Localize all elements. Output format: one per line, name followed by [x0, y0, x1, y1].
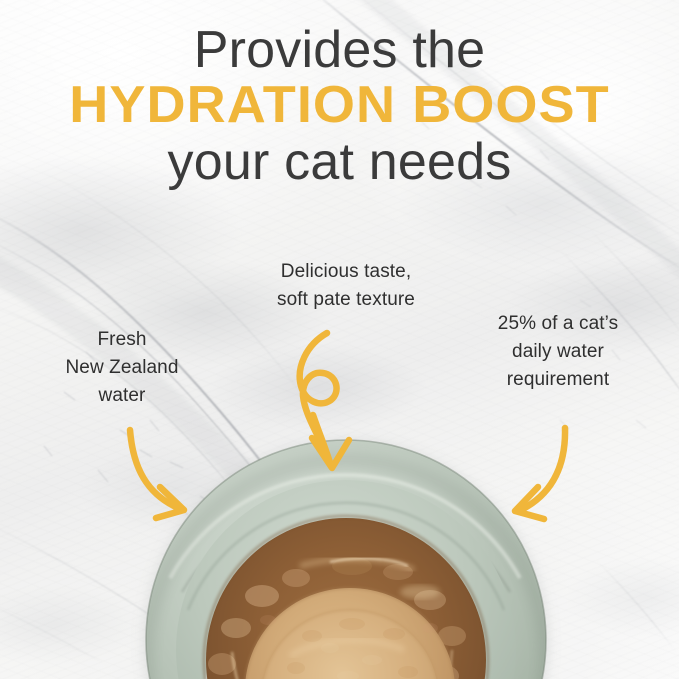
looped-arrow-icon-center	[296, 329, 353, 472]
callout-fresh-new-zealand-water: Fresh New Zealand water	[65, 329, 179, 406]
callout-delicious-taste-soft-pate-texture: Delicious taste, soft pate texture	[277, 261, 415, 310]
curved-arrow-icon-left	[126, 426, 188, 522]
callout-daily-water-requirement: 25% of a cat’s daily water requirement	[497, 313, 619, 390]
headline-line-1: Provides the	[193, 21, 486, 79]
curved-arrow-icon-right	[511, 424, 569, 523]
headline-line-3: your cat needs	[167, 133, 512, 191]
headline-block: Provides the HYDRATION BOOST your cat ne…	[0, 0, 679, 191]
headline-line-2-hydration-boost: HYDRATION BOOST	[69, 76, 610, 134]
